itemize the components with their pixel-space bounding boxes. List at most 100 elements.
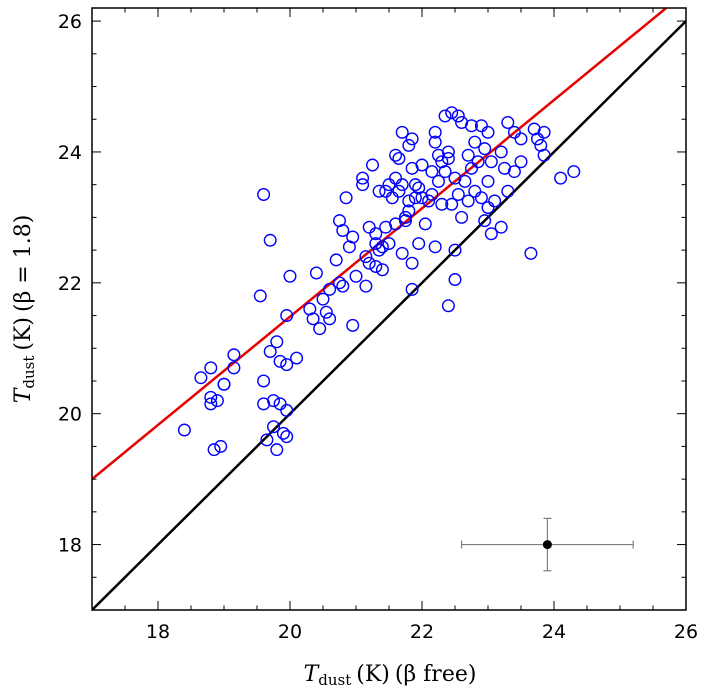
data-point xyxy=(412,237,426,251)
data-point xyxy=(273,354,287,368)
x-tick-label: 26 xyxy=(674,621,698,643)
y-tick-label: 18 xyxy=(58,535,82,557)
plot-area xyxy=(92,8,686,610)
y-tick-label: 20 xyxy=(58,404,82,426)
data-point xyxy=(319,305,333,319)
data-point xyxy=(372,243,386,257)
data-point xyxy=(494,220,508,234)
data-point xyxy=(408,178,422,192)
data-point xyxy=(428,240,442,254)
data-point xyxy=(468,184,482,198)
data-point xyxy=(461,194,475,208)
data-point xyxy=(204,390,218,404)
data-point xyxy=(280,430,294,444)
data-point xyxy=(405,132,419,146)
data-point xyxy=(465,119,479,133)
data-point xyxy=(227,361,241,375)
data-point xyxy=(422,194,436,208)
data-point xyxy=(395,246,409,260)
data-point xyxy=(313,322,327,336)
data-point xyxy=(267,394,281,408)
data-point xyxy=(375,263,389,277)
data-point xyxy=(484,155,498,169)
data-point xyxy=(204,361,218,375)
data-point xyxy=(501,184,515,198)
fit-line xyxy=(92,8,667,481)
data-point xyxy=(441,145,455,159)
data-point xyxy=(402,194,416,208)
y-tick-label: 24 xyxy=(58,142,82,164)
data-point xyxy=(392,151,406,165)
data-point xyxy=(204,397,218,411)
data-point xyxy=(405,282,419,296)
data-point xyxy=(514,132,528,146)
data-point xyxy=(507,165,521,179)
data-point xyxy=(507,125,521,139)
data-point xyxy=(210,394,224,408)
data-point xyxy=(375,240,389,254)
data-point xyxy=(554,171,568,185)
data-point xyxy=(263,345,277,359)
data-point xyxy=(276,426,290,440)
data-point xyxy=(362,256,376,270)
data-point xyxy=(336,223,350,237)
data-point xyxy=(465,161,479,175)
x-tick-label: 20 xyxy=(278,621,302,643)
data-point xyxy=(438,109,452,123)
data-point xyxy=(395,125,409,139)
x-tick-label: 22 xyxy=(410,621,434,643)
data-point xyxy=(445,106,459,120)
data-point xyxy=(177,423,191,437)
data-point xyxy=(537,125,551,139)
data-point xyxy=(428,135,442,149)
error-bar-point xyxy=(542,540,552,550)
data-point xyxy=(207,443,221,457)
data-point xyxy=(478,142,492,156)
data-point xyxy=(484,227,498,241)
data-point xyxy=(323,312,337,326)
data-point xyxy=(448,273,462,287)
data-point xyxy=(461,148,475,162)
data-point xyxy=(333,276,347,290)
data-point xyxy=(257,374,271,388)
data-point xyxy=(501,116,515,130)
data-point xyxy=(402,138,416,152)
data-point xyxy=(323,282,337,296)
data-point xyxy=(339,191,353,205)
data-point xyxy=(369,227,383,241)
data-point xyxy=(382,237,396,251)
data-point xyxy=(481,174,495,188)
data-point xyxy=(260,433,274,447)
data-point xyxy=(356,171,370,185)
data-point xyxy=(362,220,376,234)
data-point xyxy=(514,155,528,169)
data-point xyxy=(395,178,409,192)
data-point xyxy=(253,289,267,303)
data-point xyxy=(346,230,360,244)
data-point xyxy=(227,348,241,362)
data-point xyxy=(481,125,495,139)
data-point xyxy=(445,197,459,211)
x-axis-label: Tdust (K) (β free) xyxy=(304,662,477,689)
data-point xyxy=(306,312,320,326)
data-point xyxy=(438,165,452,179)
data-point xyxy=(468,135,482,149)
data-point xyxy=(441,151,455,165)
data-point xyxy=(425,165,439,179)
data-point xyxy=(481,201,495,215)
data-point xyxy=(451,187,465,201)
data-point xyxy=(455,210,469,224)
data-point xyxy=(263,233,277,247)
data-point xyxy=(366,158,380,172)
data-point xyxy=(392,184,406,198)
data-point xyxy=(214,439,228,453)
data-point xyxy=(290,351,304,365)
data-point xyxy=(567,165,581,179)
data-point xyxy=(405,256,419,270)
data-point xyxy=(359,279,373,293)
data-point xyxy=(448,243,462,257)
data-point xyxy=(273,397,287,411)
data-point xyxy=(402,204,416,218)
data-point xyxy=(488,194,502,208)
